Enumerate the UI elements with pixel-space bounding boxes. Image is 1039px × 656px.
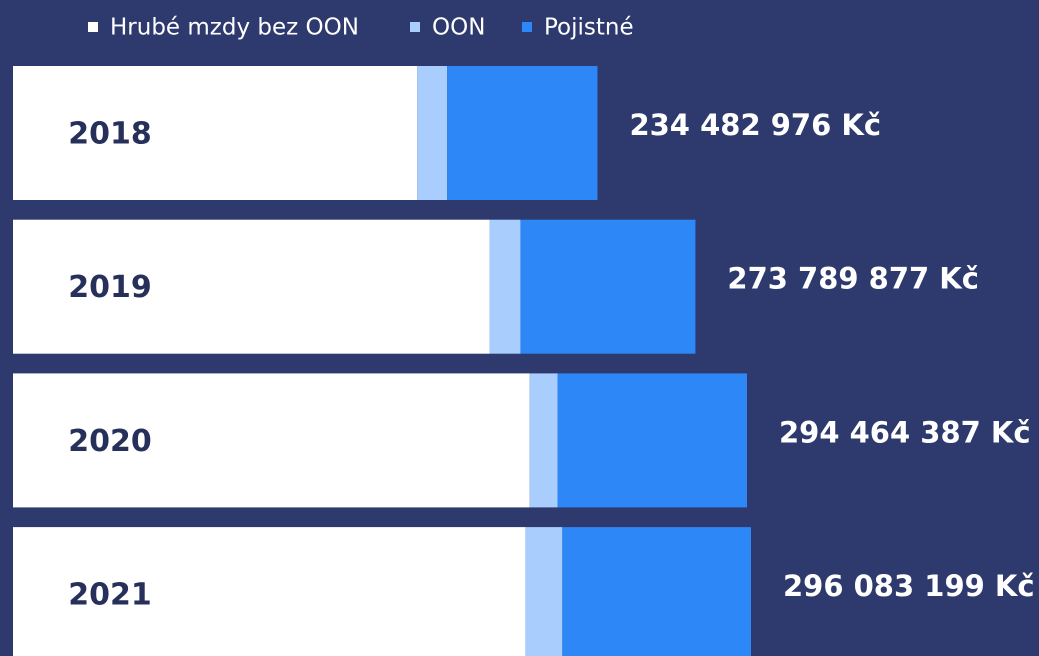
bar-segment xyxy=(489,219,521,354)
bar-segment xyxy=(13,66,418,200)
legend-label: Pojistné xyxy=(544,15,634,41)
total-label: 273 789 877 Kč xyxy=(727,262,979,296)
bar-segment xyxy=(529,373,558,508)
bar-segment xyxy=(447,66,598,200)
bar-segment xyxy=(13,373,530,508)
category-label: 2019 xyxy=(68,270,152,305)
total-label: 296 083 199 Kč xyxy=(783,569,1035,603)
legend-label: OON xyxy=(432,15,485,41)
total-label: 294 464 387 Kč xyxy=(779,415,1031,449)
bar-segment xyxy=(525,527,563,656)
bar-segment xyxy=(13,219,490,354)
legend-swatch xyxy=(522,22,532,32)
category-label: 2021 xyxy=(68,578,152,613)
bar-segment xyxy=(520,219,696,354)
category-label: 2018 xyxy=(68,117,152,152)
bar-segment xyxy=(562,527,751,656)
total-label: 234 482 976 Kč xyxy=(629,108,881,142)
category-label: 2020 xyxy=(68,424,152,459)
legend-label: Hrubé mzdy bez OON xyxy=(110,15,359,41)
bar-segment xyxy=(417,66,448,200)
legend-swatch xyxy=(410,22,420,32)
bar-segment xyxy=(13,527,526,656)
bar-segment xyxy=(557,373,748,508)
legend-swatch xyxy=(88,22,98,32)
